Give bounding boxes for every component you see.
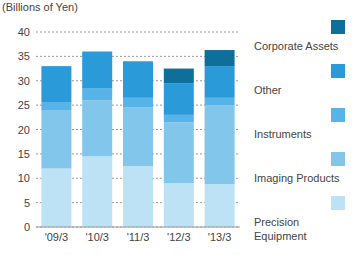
bar-segment [123, 61, 153, 98]
legend-label-line: Precision [254, 216, 299, 228]
x-tick-label: '11/3 [127, 231, 150, 243]
bar-segment [205, 66, 235, 98]
y-tick-label: 5 [24, 197, 30, 209]
y-tick-label: 20 [18, 124, 30, 136]
bar-segment [164, 183, 194, 227]
bar-segment [41, 103, 71, 110]
legend-swatch [331, 20, 345, 34]
bar-segment [41, 169, 71, 228]
bar-segment [123, 108, 153, 167]
bar-segment [164, 83, 194, 115]
bars [41, 50, 234, 227]
legend-swatch [331, 196, 345, 210]
bar-segment [82, 100, 112, 156]
legend-label-line: Equipment [254, 230, 307, 242]
grid-line [36, 227, 240, 228]
bar-segment [205, 98, 235, 105]
y-axis-label: (Billions of Yen) [2, 1, 78, 13]
chart: 0 5 10 15 20 25 30 35 40 (Billions of Yen) '09/3 '1… [0, 0, 352, 255]
bar-segment [205, 50, 235, 66]
bar-segment [82, 156, 112, 227]
bar-segment [82, 88, 112, 100]
x-tick-label: '09/3 [45, 231, 69, 243]
bar-segment [205, 105, 235, 184]
legend-label: Corporate Assets [254, 40, 339, 52]
legend-label: Instruments [254, 128, 312, 140]
y-tick-label: 25 [18, 99, 30, 111]
grid-line [36, 32, 240, 33]
x-axis [36, 227, 240, 228]
bar-segment [41, 66, 71, 67]
y-tick-label: 10 [18, 172, 30, 184]
bar-segment [123, 98, 153, 108]
legend-label-line: Other [254, 84, 282, 96]
legend-label: Other [254, 84, 282, 96]
x-tick-label: '13/3 [208, 231, 232, 243]
bar-segment [205, 184, 235, 227]
legend-label: Precision Equipment [254, 216, 307, 242]
bar-segment [164, 122, 194, 183]
bar-segment [164, 115, 194, 122]
bar-segment [82, 51, 112, 52]
legend-swatch [331, 152, 345, 166]
y-tick-label: 15 [18, 148, 30, 160]
legend-label: Imaging Products [254, 172, 340, 184]
legend-label-line: Corporate Assets [254, 40, 339, 52]
legend-label-line: Imaging Products [254, 172, 340, 184]
bar-segment [164, 69, 194, 84]
x-tick-label: '10/3 [85, 231, 109, 243]
legend-swatch [331, 108, 345, 122]
bar-segment [123, 166, 153, 227]
x-tick-label: '12/3 [167, 231, 191, 243]
y-tick-label: 40 [18, 26, 30, 38]
bar-segment [41, 110, 71, 169]
y-tick-label: 35 [18, 50, 30, 62]
legend-swatch [331, 64, 345, 78]
bar-segment [82, 52, 112, 89]
y-tick-label: 0 [24, 221, 30, 233]
legend-label-line: Instruments [254, 128, 312, 140]
bar-segment [41, 66, 71, 103]
bar-segment [123, 61, 153, 62]
y-tick-label: 30 [18, 75, 30, 87]
